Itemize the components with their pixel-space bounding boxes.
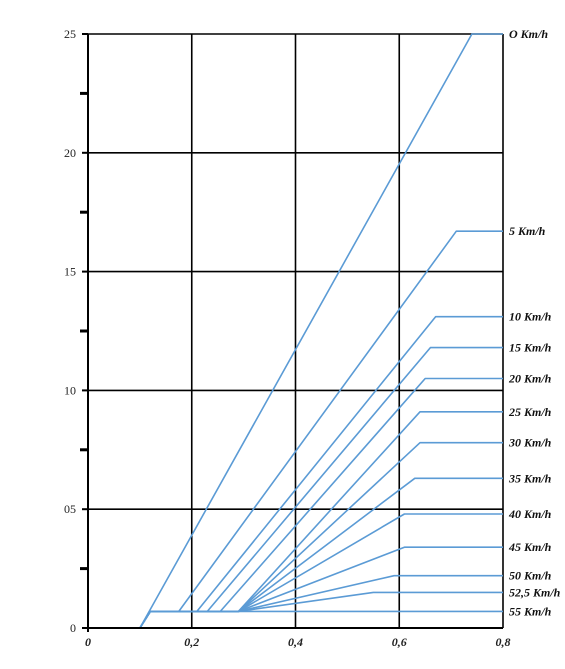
labels: O Km/h 5 Km/h 10 Km/h 15 Km/h 20 Km/h 25 Km/h… bbox=[64, 27, 561, 649]
series-label: O Km/h bbox=[509, 27, 548, 41]
x-tick-label: 0,8 bbox=[496, 635, 511, 649]
y-tick-label: 25 bbox=[64, 27, 76, 41]
grid bbox=[88, 33, 504, 628]
y-tick-label: 10 bbox=[64, 383, 76, 397]
series-line bbox=[139, 230, 503, 629]
series-line bbox=[139, 591, 503, 629]
series-label: 55 Km/h bbox=[509, 604, 552, 618]
x-tick-label: 0 bbox=[85, 635, 91, 649]
series-label: 25 Km/h bbox=[508, 405, 552, 419]
series-lines bbox=[139, 33, 503, 629]
series-label: 52,5 Km/h bbox=[509, 585, 561, 599]
y-tick-label: 15 bbox=[64, 265, 76, 279]
series-label: 40 Km/h bbox=[508, 507, 552, 521]
x-tick-label: 0,2 bbox=[184, 635, 199, 649]
series-label: 10 Km/h bbox=[509, 310, 552, 324]
series-label: 5 Km/h bbox=[509, 224, 546, 238]
series-label: 50 Km/h bbox=[509, 569, 552, 583]
x-tick-label: 0,4 bbox=[288, 635, 303, 649]
y-tick-label: 05 bbox=[64, 502, 76, 516]
y-tick-label: 0 bbox=[70, 621, 76, 635]
series-label: 20 Km/h bbox=[508, 372, 552, 386]
series-label: 35 Km/h bbox=[508, 471, 552, 485]
series-line bbox=[139, 477, 503, 629]
series-line bbox=[139, 546, 503, 629]
series-line bbox=[139, 610, 503, 629]
series-line bbox=[139, 410, 503, 629]
axes bbox=[80, 33, 503, 632]
series-line bbox=[139, 33, 503, 629]
y-tick-label: 20 bbox=[64, 146, 76, 160]
series-label: 15 Km/h bbox=[509, 341, 552, 355]
series-label: 45 Km/h bbox=[508, 540, 552, 554]
series-line bbox=[139, 315, 503, 629]
series-label: 30 Km/h bbox=[508, 436, 552, 450]
x-tick-label: 0,6 bbox=[392, 635, 407, 649]
series-line bbox=[139, 574, 503, 629]
